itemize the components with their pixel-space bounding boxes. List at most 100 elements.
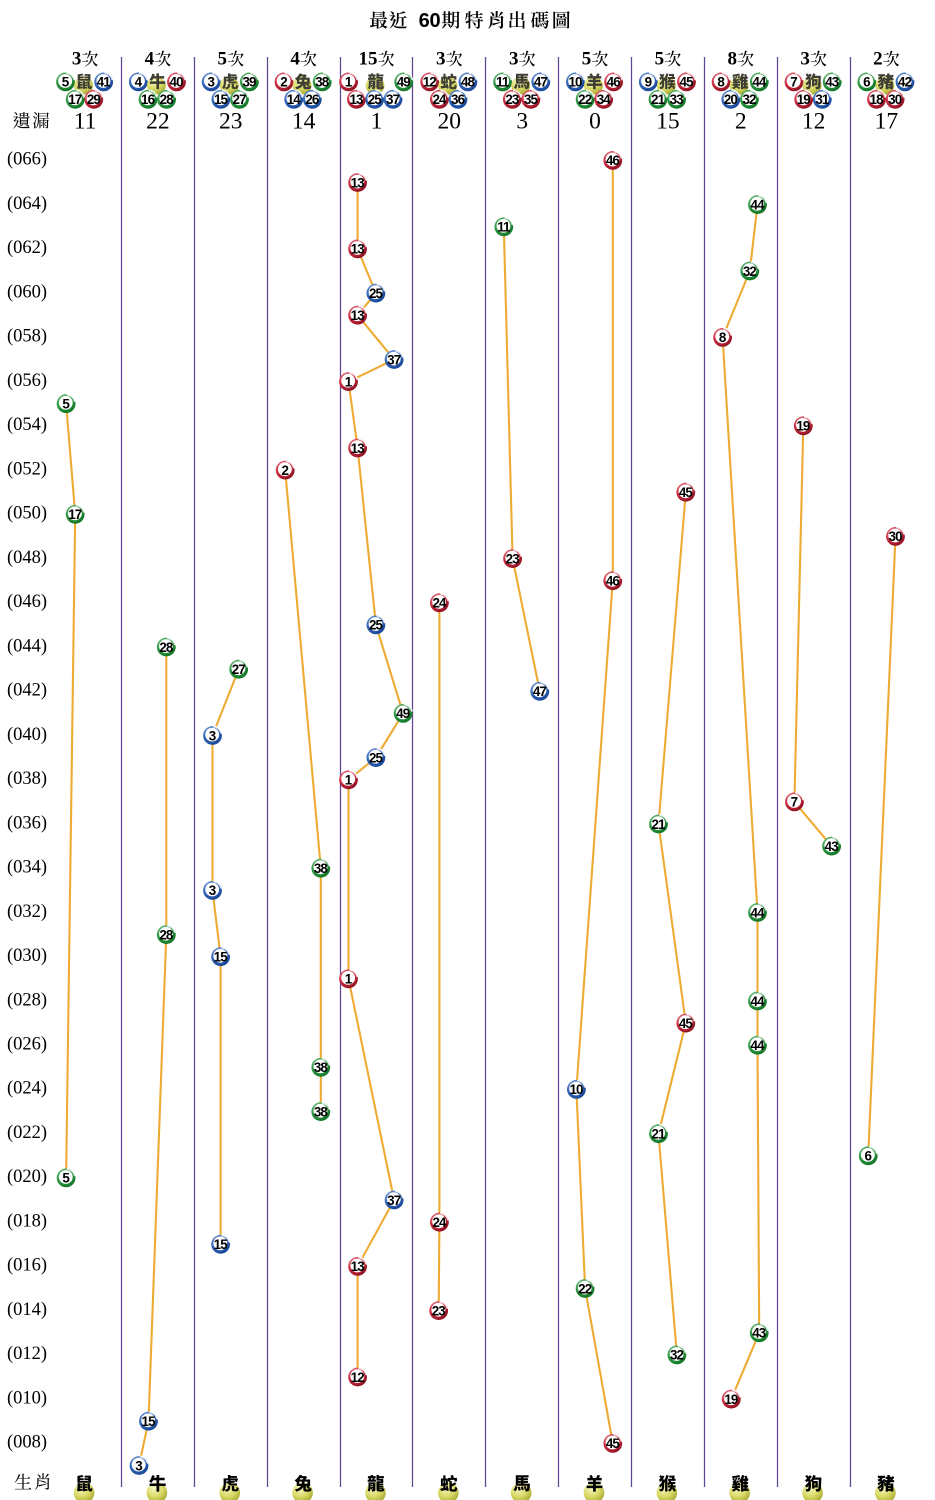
svg-text:49: 49 [396, 706, 410, 721]
svg-text:13: 13 [351, 175, 365, 190]
svg-text:33: 33 [670, 92, 684, 107]
svg-text:(058): (058) [7, 327, 47, 347]
svg-text:28: 28 [159, 927, 174, 942]
svg-text:12: 12 [423, 75, 437, 90]
svg-text:4: 4 [135, 75, 143, 90]
svg-text:(050): (050) [7, 504, 47, 524]
svg-text:5: 5 [62, 75, 70, 90]
svg-text:7: 7 [791, 795, 798, 810]
svg-text:15: 15 [214, 92, 229, 107]
svg-text:44: 44 [752, 75, 767, 90]
svg-text:19: 19 [724, 1392, 738, 1407]
svg-text:29: 29 [87, 92, 101, 107]
svg-text:41: 41 [97, 75, 112, 90]
svg-text:43: 43 [825, 839, 839, 854]
svg-text:13: 13 [351, 1259, 365, 1274]
svg-text:25: 25 [369, 286, 384, 301]
svg-text:15: 15 [359, 48, 378, 69]
svg-text:24: 24 [432, 92, 447, 107]
svg-text:(020): (020) [7, 1167, 47, 1187]
svg-text:10: 10 [569, 1082, 583, 1097]
svg-text:21: 21 [651, 92, 666, 107]
svg-text:5: 5 [62, 397, 70, 412]
svg-text:13: 13 [351, 308, 365, 323]
svg-text:14: 14 [287, 92, 302, 107]
svg-text:27: 27 [233, 92, 247, 107]
svg-text:23: 23 [505, 92, 519, 107]
svg-text:23: 23 [219, 109, 243, 135]
svg-text:(054): (054) [7, 415, 47, 435]
svg-text:22: 22 [578, 92, 592, 107]
svg-text:2: 2 [873, 48, 883, 69]
svg-text:25: 25 [369, 618, 384, 633]
svg-text:5: 5 [218, 48, 228, 69]
svg-text:43: 43 [752, 1326, 766, 1341]
svg-text:(042): (042) [7, 681, 47, 701]
svg-text:13: 13 [351, 242, 365, 257]
svg-text:5: 5 [62, 1171, 70, 1186]
svg-text:44: 44 [751, 905, 766, 920]
svg-text:32: 32 [742, 92, 756, 107]
svg-text:13: 13 [351, 441, 365, 456]
svg-text:45: 45 [680, 75, 695, 90]
svg-text:8: 8 [727, 48, 737, 69]
svg-text:15: 15 [142, 1414, 157, 1429]
svg-text:(032): (032) [7, 902, 47, 922]
svg-text:6: 6 [863, 75, 870, 90]
svg-text:43: 43 [825, 75, 839, 90]
svg-text:19: 19 [797, 92, 811, 107]
svg-text:(030): (030) [7, 946, 47, 966]
svg-text:(008): (008) [7, 1433, 47, 1453]
svg-text:(046): (046) [7, 592, 47, 612]
svg-text:30: 30 [888, 92, 902, 107]
svg-text:47: 47 [533, 684, 547, 699]
svg-text:44: 44 [751, 994, 766, 1009]
svg-text:2: 2 [281, 463, 288, 478]
svg-text:25: 25 [368, 92, 383, 107]
svg-text:11: 11 [496, 75, 510, 90]
svg-text:11: 11 [74, 109, 97, 135]
svg-text:5: 5 [655, 48, 665, 69]
svg-text:3: 3 [509, 48, 519, 69]
svg-text:48: 48 [461, 75, 476, 90]
svg-text:34: 34 [597, 92, 612, 107]
svg-text:9: 9 [645, 75, 652, 90]
svg-text:12: 12 [351, 1370, 365, 1385]
svg-text:6: 6 [864, 1149, 871, 1164]
svg-text:0: 0 [589, 109, 601, 135]
svg-text:16: 16 [141, 92, 155, 107]
svg-text:15: 15 [656, 109, 680, 135]
svg-text:5: 5 [582, 48, 592, 69]
svg-text:47: 47 [534, 75, 548, 90]
svg-text:(060): (060) [7, 282, 47, 302]
svg-text:(052): (052) [7, 459, 47, 479]
svg-text:21: 21 [652, 1127, 667, 1142]
svg-text:10: 10 [568, 75, 582, 90]
svg-text:(064): (064) [7, 194, 47, 214]
svg-text:23: 23 [432, 1303, 446, 1318]
svg-text:(012): (012) [7, 1344, 47, 1364]
svg-text:30: 30 [889, 529, 903, 544]
svg-text:(014): (014) [7, 1300, 47, 1320]
svg-text:11: 11 [497, 220, 511, 235]
svg-text:20: 20 [438, 109, 462, 135]
svg-text:14: 14 [292, 109, 316, 135]
svg-text:22: 22 [578, 1281, 592, 1296]
svg-text:(026): (026) [7, 1035, 47, 1055]
svg-text:45: 45 [679, 485, 694, 500]
svg-text:1: 1 [345, 972, 353, 987]
svg-text:4: 4 [145, 48, 155, 69]
svg-text:32: 32 [743, 264, 757, 279]
svg-text:3: 3 [800, 48, 810, 69]
svg-text:21: 21 [652, 817, 667, 832]
svg-text:13: 13 [349, 92, 363, 107]
svg-text:39: 39 [242, 75, 256, 90]
svg-text:(062): (062) [7, 238, 47, 258]
svg-text:46: 46 [606, 153, 620, 168]
svg-text:38: 38 [314, 1104, 329, 1119]
svg-text:3: 3 [72, 48, 82, 69]
svg-text:3: 3 [436, 48, 446, 69]
svg-text:(036): (036) [7, 813, 47, 833]
svg-text:23: 23 [506, 551, 520, 566]
svg-text:1: 1 [345, 374, 353, 389]
